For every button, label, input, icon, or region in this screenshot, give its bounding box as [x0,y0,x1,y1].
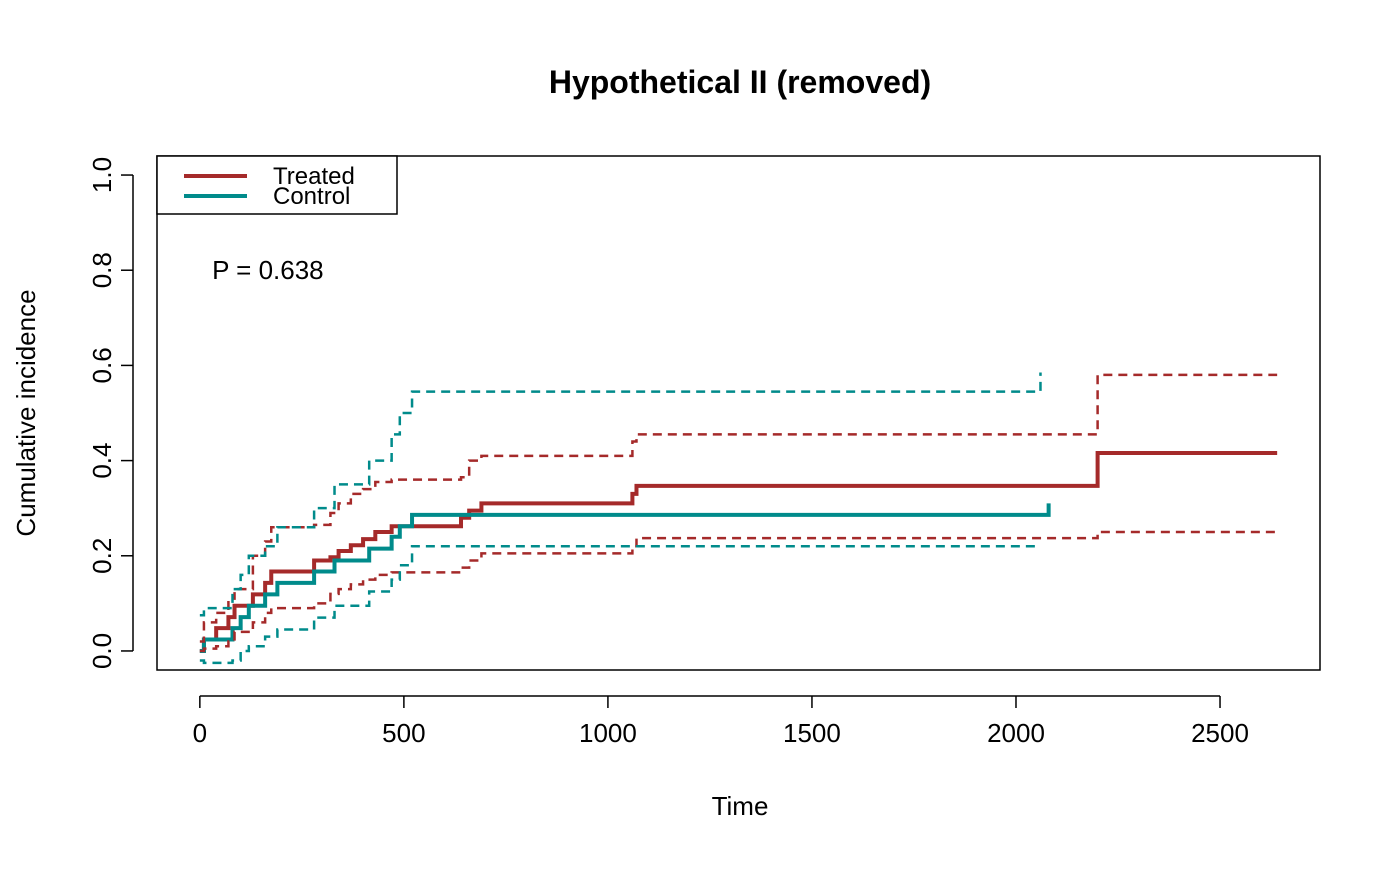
y-tick-label: 0.4 [87,443,117,479]
legend-label: Treated [273,163,355,190]
series-line-1 [199,503,1051,653]
x-tick-label: 0 [193,718,207,748]
y-tick-label: 0.8 [87,252,117,288]
plot-frame [156,155,1321,671]
p-value-annotation: P = 0.638 [212,255,324,285]
y-tick-label: 0.0 [87,633,117,669]
series-line-2 [199,373,1278,643]
y-tick-label: 0.6 [87,347,117,383]
x-tick-label: 2000 [987,718,1045,748]
axes-layer: 0 500 1000 1500 2000 2500 0.0 0.2 0.4 0.6 0.8 1.0 [87,157,1249,748]
legend-label: Control [273,183,350,210]
y-axis-label: Cumulative incidence [11,289,41,536]
x-tick-label: 2500 [1191,718,1249,748]
chart-title: Hypothetical II (removed) [549,64,931,100]
series-layer [199,372,1278,665]
series-line-3 [199,530,1278,653]
x-tick-label: 500 [382,718,425,748]
y-tick-label: 0.2 [87,538,117,574]
series-line-4 [199,372,1042,617]
series-line-0 [199,450,1278,653]
x-tick-label: 1500 [783,718,841,748]
legend-box [156,155,398,215]
x-axis-label: Time [712,791,769,821]
series-line-5 [199,545,1041,665]
y-tick-label: 1.0 [87,157,117,193]
x-tick-label: 1000 [579,718,637,748]
